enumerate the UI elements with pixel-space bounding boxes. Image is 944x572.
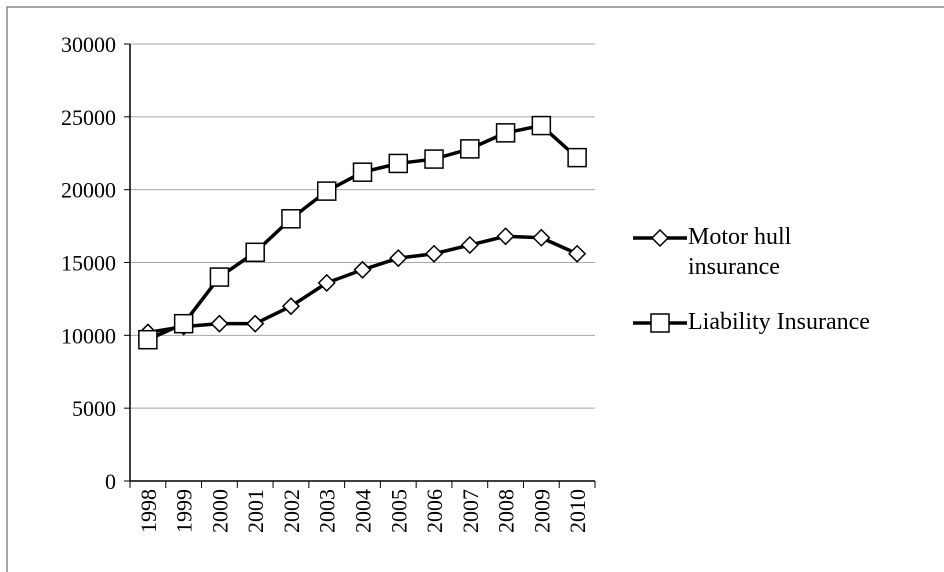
y-tick-label: 15000 — [61, 251, 116, 276]
x-tick-label: 1998 — [136, 489, 161, 533]
marker — [281, 209, 301, 229]
x-tick-label: 2004 — [351, 489, 376, 533]
x-tick-label: 2002 — [279, 489, 304, 533]
x-tick-label: 2007 — [458, 489, 483, 533]
x-tick-label: 1999 — [172, 489, 197, 533]
x-tick-label: 2003 — [315, 489, 340, 533]
x-tick-label: 2010 — [565, 489, 590, 533]
y-tick-label: 20000 — [61, 178, 116, 203]
marker — [424, 244, 444, 263]
x-tick-label: 2001 — [243, 489, 268, 533]
y-tick-label: 30000 — [61, 32, 116, 57]
y-tick-label: 5000 — [72, 396, 116, 421]
legend-icon — [633, 313, 687, 333]
x-tick-label: 2009 — [529, 489, 554, 533]
legend-label: Motor hull insurance — [688, 224, 792, 280]
marker — [316, 181, 337, 201]
marker — [568, 244, 587, 263]
marker — [210, 314, 229, 333]
x-tick-label: 2008 — [494, 489, 519, 533]
marker — [317, 273, 336, 292]
marker — [281, 297, 301, 316]
marker — [650, 313, 670, 333]
x-tick-label: 2000 — [207, 489, 232, 533]
marker — [388, 153, 409, 174]
x-tick-label: 2006 — [422, 489, 447, 533]
marker — [352, 162, 373, 182]
legend-entry: Motor hull insurance — [632, 222, 838, 282]
marker — [532, 228, 551, 247]
y-tick-label: 0 — [105, 469, 116, 494]
y-tick-label: 25000 — [61, 105, 116, 130]
y-tick-label: 10000 — [61, 323, 116, 348]
marker — [245, 242, 265, 263]
marker — [389, 249, 408, 268]
marker — [531, 115, 552, 136]
marker — [209, 267, 230, 287]
legend-entry: Liability Insurance — [632, 307, 870, 337]
marker — [650, 228, 670, 248]
series-line — [147, 123, 579, 342]
marker — [246, 314, 265, 333]
marker — [460, 139, 480, 159]
marker — [460, 235, 479, 255]
marker — [496, 227, 515, 246]
legend-icon — [633, 228, 687, 248]
marker — [138, 329, 158, 350]
marker — [424, 149, 444, 169]
marker — [495, 123, 516, 143]
marker — [567, 147, 587, 168]
legend-label: Liability Insurance — [688, 309, 870, 335]
marker — [173, 313, 194, 334]
x-tick-label: 2005 — [386, 489, 411, 533]
frame — [6, 6, 944, 572]
marker — [353, 260, 372, 279]
